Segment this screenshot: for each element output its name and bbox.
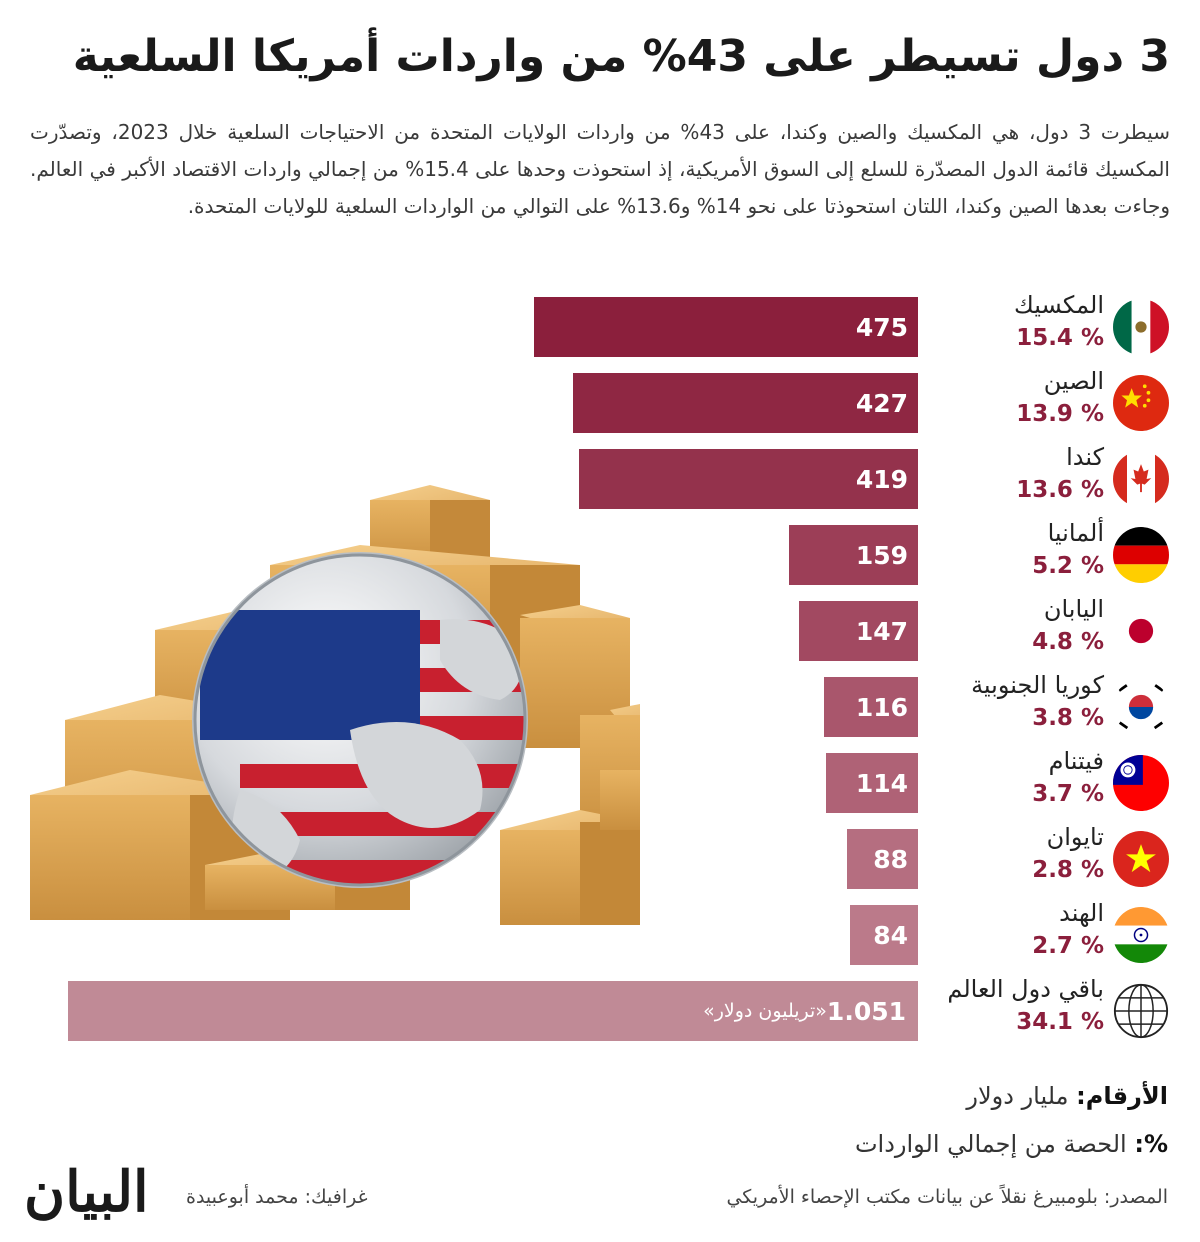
globe-icon: [1113, 983, 1169, 1039]
legend-figures: الأرقام: مليار دولار: [966, 1082, 1168, 1110]
legend-percent: %: الحصة من إجمالي الواردات: [855, 1130, 1168, 1158]
bar-value-label: 159: [855, 540, 908, 570]
country-label: باقي دول العالم: [947, 975, 1104, 1003]
flag-germany-icon: [1113, 527, 1169, 583]
flag-india-icon: [1113, 907, 1169, 963]
albayan-logo: البيان: [24, 1159, 149, 1225]
country-label: الصين: [1043, 367, 1104, 395]
share-label: % 2.7: [1032, 933, 1104, 959]
country-label: الهند: [1059, 899, 1104, 927]
country-label: تايوان: [1046, 823, 1104, 851]
bar-1: 427: [573, 373, 918, 433]
flag-japan-icon: [1113, 603, 1169, 659]
country-label: ألمانيا: [1047, 519, 1104, 547]
flag-south-korea-icon: [1113, 679, 1169, 735]
flag-vietnam-icon: [1113, 831, 1169, 887]
share-label: % 34.1: [1016, 1009, 1104, 1035]
bar-7: 88: [847, 829, 918, 889]
bar-2: 419: [579, 449, 918, 509]
bar-0: 475: [534, 297, 918, 357]
country-label: فيتنام: [1048, 747, 1104, 775]
bar-value-label: 84: [873, 920, 908, 950]
share-label: % 15.4: [1016, 325, 1104, 351]
bar-9: 1.051 «تريليون دولار»: [68, 981, 918, 1041]
share-label: % 3.8: [1032, 705, 1104, 731]
bar-5: 116: [824, 677, 918, 737]
bar-value-label: 147: [855, 616, 908, 646]
bar-value-label: 114: [855, 768, 908, 798]
source-text: المصدر: بلومبيرغ نقلاً عن بيانات مكتب ال…: [726, 1186, 1168, 1208]
bar-3: 159: [789, 525, 918, 585]
share-label: % 5.2: [1032, 553, 1104, 579]
graphic-credit: غرافيك: محمد أبوعبيدة: [186, 1186, 368, 1208]
globe-boxes-illustration: [30, 485, 640, 925]
share-label: % 13.9: [1016, 401, 1104, 427]
intro-paragraph: سيطرت 3 دول، هي المكسيك والصين وكندا، عل…: [30, 120, 1170, 218]
bar-value-label: 88: [873, 844, 908, 874]
share-label: % 13.6: [1016, 477, 1104, 503]
legend-percent-label: %:: [1134, 1130, 1168, 1158]
legend-percent-value: الحصة من إجمالي الواردات: [854, 1130, 1127, 1158]
flag-taiwan-icon: [1113, 755, 1169, 811]
bar-value-label: 1.051: [826, 996, 906, 1026]
bar-value-label: 427: [855, 388, 908, 418]
bar-value-label: 419: [855, 464, 908, 494]
bar-unit-label: «تريليون دولار»: [703, 1000, 827, 1022]
country-label: كندا: [1066, 443, 1104, 471]
share-label: % 3.7: [1032, 781, 1104, 807]
share-label: % 2.8: [1032, 857, 1104, 883]
bar-value-label: 116: [855, 692, 908, 722]
country-label: اليابان: [1043, 595, 1104, 623]
share-label: % 4.8: [1032, 629, 1104, 655]
bar-4: 147: [799, 601, 918, 661]
page-title: 3 دول تسيطر على 43% من واردات أمريكا الس…: [72, 31, 1170, 82]
country-label: المكسيك: [1014, 291, 1104, 319]
bar-6: 114: [826, 753, 918, 813]
legend-figures-label: الأرقام:: [1076, 1082, 1168, 1110]
country-label: كوريا الجنوبية: [971, 671, 1104, 699]
bar-value-label: 475: [855, 312, 908, 342]
flag-mexico-icon: [1113, 299, 1169, 355]
flag-canada-icon: [1113, 451, 1169, 507]
legend-figures-value: مليار دولار: [966, 1082, 1069, 1110]
globe-usa-flag: [192, 552, 528, 888]
bar-8: 84: [850, 905, 918, 965]
flag-china-icon: [1113, 375, 1169, 431]
